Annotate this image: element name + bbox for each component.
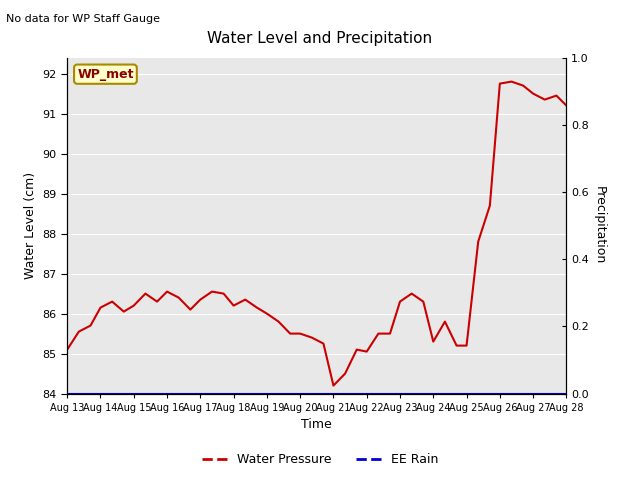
Water Pressure bbox=[241, 297, 249, 302]
Water Pressure bbox=[374, 331, 382, 336]
Water Pressure bbox=[463, 343, 470, 348]
Water Pressure bbox=[163, 289, 171, 295]
Y-axis label: Precipitation: Precipitation bbox=[593, 186, 605, 265]
Water Pressure bbox=[408, 291, 415, 297]
Water Pressure bbox=[108, 299, 116, 304]
X-axis label: Time: Time bbox=[301, 418, 332, 431]
Water Pressure bbox=[486, 203, 493, 208]
Water Pressure bbox=[153, 299, 161, 304]
Water Pressure bbox=[386, 331, 394, 336]
Water Pressure bbox=[275, 319, 282, 324]
Water Pressure bbox=[63, 347, 71, 352]
Line: Water Pressure: Water Pressure bbox=[67, 82, 566, 385]
Water Pressure bbox=[319, 341, 327, 347]
Water Pressure bbox=[563, 103, 570, 108]
Water Pressure bbox=[474, 239, 482, 244]
Water Pressure bbox=[253, 305, 260, 311]
Water Pressure bbox=[220, 291, 227, 297]
Water Pressure bbox=[541, 97, 548, 103]
Water Pressure bbox=[296, 331, 304, 336]
Y-axis label: Water Level (cm): Water Level (cm) bbox=[24, 172, 37, 279]
Water Pressure bbox=[120, 309, 127, 314]
Water Pressure bbox=[508, 79, 515, 84]
Water Pressure bbox=[175, 295, 182, 300]
Water Pressure bbox=[186, 307, 194, 312]
Text: Water Level and Precipitation: Water Level and Precipitation bbox=[207, 31, 433, 46]
Water Pressure bbox=[286, 331, 294, 336]
Water Pressure bbox=[519, 83, 527, 88]
Water Pressure bbox=[196, 297, 204, 302]
Water Pressure bbox=[496, 81, 504, 86]
Water Pressure bbox=[552, 93, 560, 98]
Water Pressure bbox=[529, 91, 537, 96]
Water Pressure bbox=[363, 349, 371, 355]
Water Pressure bbox=[429, 339, 437, 345]
Water Pressure bbox=[330, 383, 337, 388]
Text: No data for WP Staff Gauge: No data for WP Staff Gauge bbox=[6, 14, 161, 24]
Water Pressure bbox=[353, 347, 360, 352]
Text: WP_met: WP_met bbox=[77, 68, 134, 81]
Water Pressure bbox=[86, 323, 94, 328]
Water Pressure bbox=[341, 371, 349, 376]
Water Pressure bbox=[263, 311, 271, 316]
Legend: Water Pressure, EE Rain: Water Pressure, EE Rain bbox=[196, 448, 444, 471]
Water Pressure bbox=[130, 303, 138, 309]
Water Pressure bbox=[75, 329, 83, 335]
Water Pressure bbox=[452, 343, 460, 348]
Water Pressure bbox=[308, 335, 316, 340]
Water Pressure bbox=[208, 289, 216, 295]
Water Pressure bbox=[441, 319, 449, 324]
Water Pressure bbox=[419, 299, 427, 304]
Water Pressure bbox=[230, 303, 237, 309]
Water Pressure bbox=[141, 291, 149, 297]
Water Pressure bbox=[396, 299, 404, 304]
Water Pressure bbox=[97, 305, 104, 311]
